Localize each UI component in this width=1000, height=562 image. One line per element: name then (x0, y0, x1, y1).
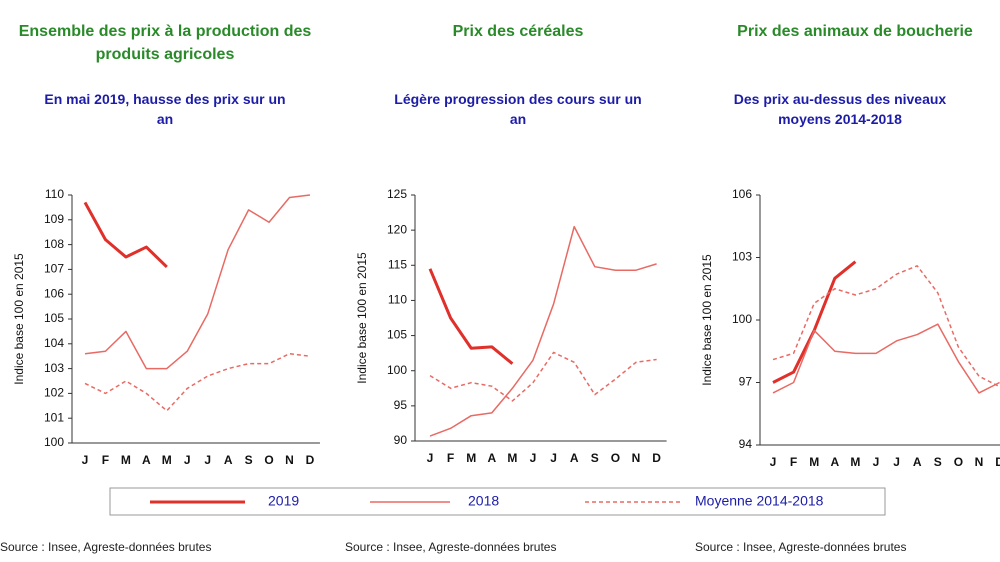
y-tick-label: 104 (44, 336, 64, 350)
y-tick-label: 125 (387, 187, 407, 201)
y-tick-label: 108 (44, 237, 64, 251)
x-tick-label: N (975, 455, 984, 469)
source: Source : Insee, Agreste-données brutes (345, 540, 557, 554)
x-tick-label: J (82, 453, 89, 467)
y-tick-label: 107 (44, 262, 64, 276)
y-tick-label: 105 (387, 328, 407, 342)
series-line (429, 225, 657, 437)
chart-subtitle: Des prix au-dessus des niveaux moyens 20… (733, 91, 947, 127)
x-tick-label: A (224, 453, 233, 467)
y-tick-label: 94 (739, 437, 753, 451)
x-tick-label: F (447, 451, 454, 465)
legend-label: 2019 (268, 493, 299, 509)
x-tick-label: J (550, 451, 557, 465)
x-tick-label: S (934, 455, 942, 469)
legend-label: 2018 (468, 493, 499, 509)
x-tick-label: F (790, 455, 797, 469)
x-tick-label: A (570, 451, 579, 465)
legend-box (109, 487, 886, 516)
y-tick-label: 100 (732, 312, 752, 326)
x-tick-label: A (487, 451, 496, 465)
y-axis-label: Indice base 100 en 2015 (700, 254, 714, 386)
y-tick-label: 109 (44, 212, 64, 226)
series-line (429, 351, 657, 402)
y-tick-label: 90 (394, 433, 408, 447)
chart-title: Ensemble des prix à la production des pr… (18, 23, 312, 63)
y-tick-label: 103 (44, 361, 64, 375)
x-tick-label: M (507, 451, 517, 465)
series-line (428, 268, 514, 365)
chart-subtitle: Légère progression des cours sur un an (394, 91, 642, 127)
source: Source : Insee, Agreste-données brutes (695, 540, 907, 554)
x-tick-label: S (245, 453, 253, 467)
y-tick-label: 102 (44, 386, 64, 400)
y-tick-label: 120 (387, 222, 407, 236)
legend-label: Moyenne 2014-2018 (695, 493, 824, 509)
y-tick-label: 100 (387, 363, 407, 377)
x-tick-label: O (264, 453, 273, 467)
x-tick-label: J (873, 455, 880, 469)
x-tick-label: J (893, 455, 900, 469)
series-line (772, 323, 1000, 394)
x-tick-label: M (809, 455, 819, 469)
x-tick-label: O (611, 451, 620, 465)
x-tick-label: M (121, 453, 131, 467)
y-tick-label: 110 (388, 293, 407, 307)
y-axis-label: Indice base 100 en 2015 (355, 252, 369, 384)
y-tick-label: 106 (732, 187, 752, 201)
y-tick-label: 103 (732, 250, 752, 264)
x-tick-label: N (632, 451, 641, 465)
chart-title: Prix des céréales (452, 23, 584, 40)
x-tick-label: J (184, 453, 191, 467)
x-tick-label: O (954, 455, 963, 469)
x-tick-label: D (995, 455, 1000, 469)
x-tick-label: M (850, 455, 860, 469)
x-tick-label: J (530, 451, 537, 465)
y-tick-label: 101 (44, 410, 64, 424)
y-tick-label: 106 (44, 286, 64, 300)
x-tick-label: J (204, 453, 211, 467)
x-tick-label: A (142, 453, 151, 467)
x-tick-label: D (652, 451, 661, 465)
y-tick-label: 105 (44, 311, 64, 325)
x-tick-label: A (913, 455, 922, 469)
x-tick-label: J (427, 451, 434, 465)
series-line (84, 194, 311, 370)
y-tick-label: 115 (388, 257, 407, 271)
x-tick-label: M (162, 453, 172, 467)
chart-subtitle: En mai 2019, hausse des prix sur un an (44, 91, 286, 127)
y-axis-label: Indice base 100 en 2015 (12, 253, 26, 385)
y-tick-label: 95 (394, 398, 408, 412)
series-line (84, 352, 311, 412)
x-tick-label: D (306, 453, 315, 467)
x-tick-label: S (591, 451, 599, 465)
series-line (83, 201, 168, 268)
x-tick-label: N (285, 453, 294, 467)
x-tick-label: J (770, 455, 777, 469)
source: Source : Insee, Agreste-données brutes (0, 540, 212, 554)
chart-title: Prix des animaux de boucherie (737, 23, 973, 40)
x-tick-label: A (830, 455, 839, 469)
y-tick-label: 97 (739, 375, 753, 389)
series-line (772, 265, 1000, 388)
x-tick-label: M (466, 451, 476, 465)
series-line (772, 260, 857, 384)
y-tick-label: 100 (44, 435, 64, 449)
y-tick-label: 110 (45, 187, 64, 201)
x-tick-label: F (102, 453, 109, 467)
